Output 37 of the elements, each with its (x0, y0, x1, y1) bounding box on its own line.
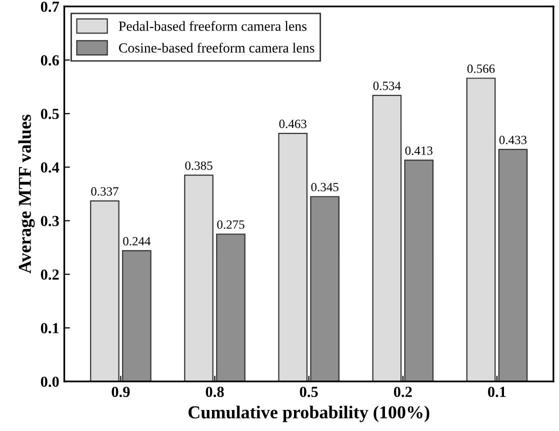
y-tick-label: 0.7 (40, 2, 60, 12)
y-axis-title: Average MTF values (18, 114, 35, 274)
data-label: 0.385 (185, 161, 212, 170)
bar (498, 148, 528, 382)
y-tick-label: 0.2 (40, 269, 59, 280)
x-tick-label: 0.8 (206, 386, 224, 398)
data-label: 0.244 (123, 236, 151, 246)
x-axis-title: Cumulative probability (100%) (188, 406, 430, 422)
bar (404, 160, 434, 382)
bar (278, 132, 308, 382)
data-label: 0.566 (467, 64, 495, 73)
x-tick-label: 0.1 (488, 386, 506, 398)
y-tick-label: 0.5 (40, 108, 59, 120)
data-label: 0.534 (373, 82, 401, 90)
x-tick-label: 0.5 (300, 386, 318, 398)
data-label: 0.463 (279, 120, 306, 128)
legend-label: Pedal-based freeform camera lens (118, 20, 307, 31)
bar (310, 196, 340, 382)
bar (466, 78, 496, 382)
data-label: 0.345 (311, 182, 338, 192)
data-label: 0.275 (217, 220, 244, 229)
y-tick-label: 0.1 (40, 323, 59, 334)
y-tick-label: 0.3 (40, 216, 59, 226)
bar (372, 94, 402, 382)
legend-label: Cosine-based freeform camera lens (119, 42, 314, 53)
bar (90, 200, 120, 382)
data-label: 0.337 (91, 187, 118, 196)
y-tick-label: 0.6 (40, 55, 59, 66)
data-label: 0.433 (499, 136, 527, 144)
y-tick-label: 0.0 (40, 376, 59, 387)
x-tick-label: 0.2 (394, 386, 412, 398)
y-tick-label: 0.4 (40, 162, 60, 173)
data-label: 0.413 (405, 146, 432, 155)
bar (184, 174, 214, 382)
x-tick-label: 0.9 (112, 386, 130, 398)
bar (122, 250, 152, 382)
bar (216, 234, 246, 382)
